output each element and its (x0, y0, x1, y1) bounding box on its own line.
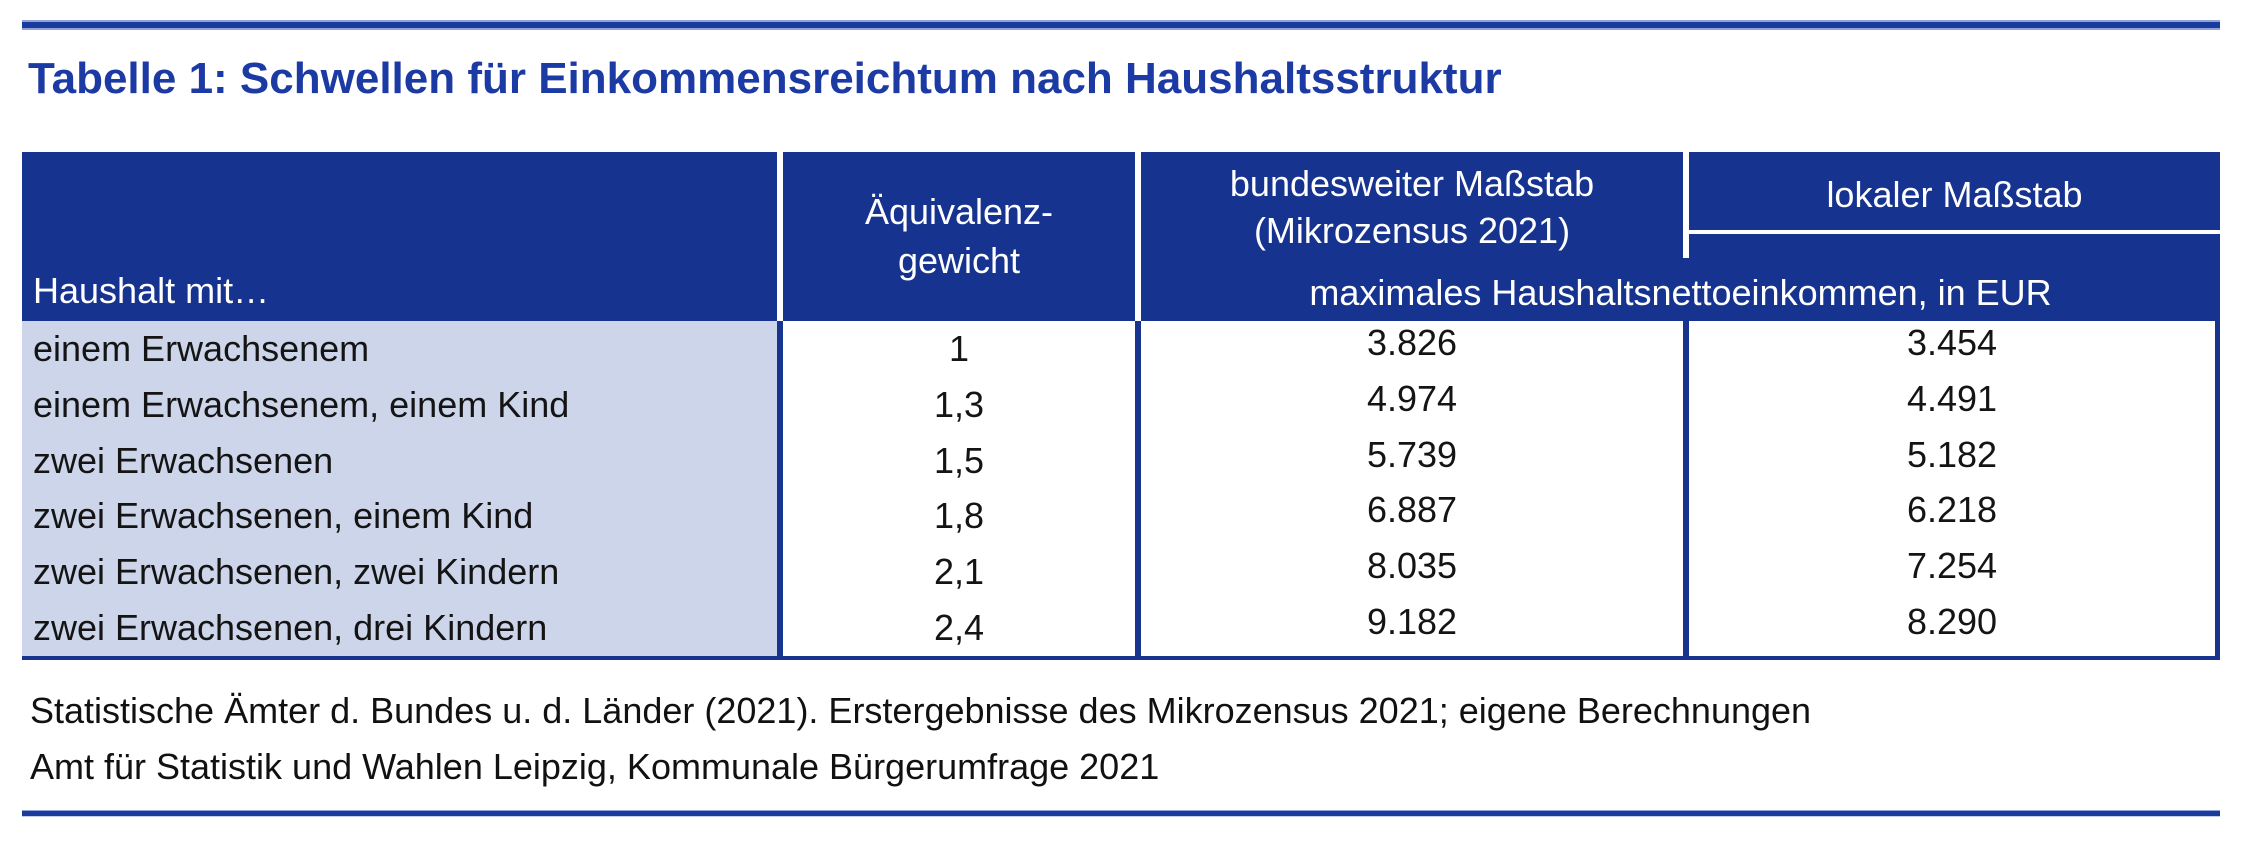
column-border (1135, 600, 1141, 656)
weight-cell: 1,8 (783, 488, 1135, 545)
column-border (1683, 544, 1689, 601)
household-cell: zwei Erwachsenen, drei Kindern (22, 600, 777, 656)
header-bundesweit-line2: (Mikrozensus 2021) (1253, 210, 1571, 251)
column-border (1683, 488, 1689, 545)
weight-cell: 2,4 (783, 600, 1135, 656)
table-right-border (2215, 544, 2220, 601)
column-border (1683, 600, 1689, 656)
national-threshold-cell: 8.035 (1141, 544, 1683, 601)
header-lokaler-massstab: lokaler Maßstab (1689, 152, 2220, 264)
bottom-rule (22, 810, 2220, 817)
header-bundesweiter-massstab: bundesweiter Maßstab (Mikrozensus 2021) (1141, 152, 1683, 264)
national-threshold-cell: 5.739 (1141, 432, 1683, 489)
national-threshold-cell: 9.182 (1141, 600, 1683, 656)
column-border (777, 321, 783, 377)
header-subheader-label: maximales Haushaltsnettoeinkommen, in EU… (1309, 271, 2052, 313)
table-row: einem Erwachsenem, einem Kind 1,3 4.974 … (22, 376, 2220, 433)
table-right-border (2215, 376, 2220, 433)
table-right-border (2215, 321, 2220, 377)
column-border (1135, 432, 1141, 489)
header-aequivalenz-line1: Äquivalenz- (864, 190, 1054, 232)
table-row: zwei Erwachsenen, zwei Kindern 2,1 8.035… (22, 544, 2220, 601)
table-row: einem Erwachsenem 1 3.826 3.454 (22, 321, 2220, 377)
table-body: einem Erwachsenem 1 3.826 3.454 einem Er… (22, 321, 2220, 660)
column-border (777, 432, 783, 489)
national-threshold-cell: 3.826 (1141, 321, 1683, 377)
table-right-border (2215, 600, 2220, 656)
source-line-buergerumfrage: Amt für Statistik und Wahlen Leipzig, Ko… (30, 746, 1160, 787)
column-border (1135, 376, 1141, 433)
column-border (1683, 376, 1689, 433)
header-massstab-group: bundesweiter Maßstab (Mikrozensus 2021) … (1141, 152, 2220, 321)
column-border (1683, 432, 1689, 489)
local-threshold-cell: 3.454 (1689, 321, 2215, 377)
household-cell: zwei Erwachsenen, zwei Kindern (22, 544, 777, 601)
table-title: Tabelle 1: Schwellen für Einkommensreich… (28, 54, 1502, 103)
header-aequivalenzgewicht: Äquivalenz- gewicht (783, 152, 1135, 321)
weight-cell: 1,3 (783, 376, 1135, 433)
column-border (777, 488, 783, 545)
header-column-divider (1683, 152, 1689, 258)
weight-cell: 1 (783, 321, 1135, 377)
table-header: Haushalt mit… Äquivalenz- gewicht bundes… (22, 152, 2220, 321)
table-right-border (2215, 432, 2220, 489)
header-lokal-underline (1683, 230, 2220, 234)
header-aequivalenz-line2: gewicht (897, 239, 1021, 281)
table-row: zwei Erwachsenen, einem Kind 1,8 6.887 6… (22, 488, 2220, 545)
national-threshold-cell: 4.974 (1141, 376, 1683, 433)
weight-cell: 1,5 (783, 432, 1135, 489)
table-right-border (2215, 488, 2220, 545)
local-threshold-cell: 4.491 (1689, 376, 2215, 433)
local-threshold-cell: 6.218 (1689, 488, 2215, 545)
local-threshold-cell: 7.254 (1689, 544, 2215, 601)
column-border (1135, 321, 1141, 377)
top-rule (22, 20, 2220, 30)
source-line-mikrozensus: Statistische Ämter d. Bundes u. d. Lände… (30, 690, 1812, 731)
table-row: zwei Erwachsenen, drei Kindern 2,4 9.182… (22, 600, 2220, 656)
column-border (1135, 488, 1141, 545)
header-lokal-label: lokaler Maßstab (1826, 173, 2083, 215)
column-border (1683, 321, 1689, 377)
header-haushalt-mit-label: Haushalt mit… (33, 270, 270, 311)
local-threshold-cell: 8.290 (1689, 600, 2215, 656)
household-cell: einem Erwachsenem (22, 321, 777, 377)
column-border (777, 600, 783, 656)
header-haushalt-mit: Haushalt mit… (22, 152, 777, 321)
local-threshold-cell: 5.182 (1689, 432, 2215, 489)
weight-cell: 2,1 (783, 544, 1135, 601)
table-row: zwei Erwachsenen 1,5 5.739 5.182 (22, 432, 2220, 489)
header-subheader-einkommen: maximales Haushaltsnettoeinkommen, in EU… (1141, 264, 2220, 321)
header-bundesweit-line1: bundesweiter Maßstab (1229, 163, 1595, 205)
household-cell: zwei Erwachsenen, einem Kind (22, 488, 777, 545)
household-cell: einem Erwachsenem, einem Kind (22, 376, 777, 433)
national-threshold-cell: 6.887 (1141, 488, 1683, 545)
column-border (777, 544, 783, 601)
household-cell: zwei Erwachsenen (22, 432, 777, 489)
income-thresholds-table: Haushalt mit… Äquivalenz- gewicht bundes… (22, 152, 2220, 660)
column-border (777, 376, 783, 433)
column-border (1135, 544, 1141, 601)
